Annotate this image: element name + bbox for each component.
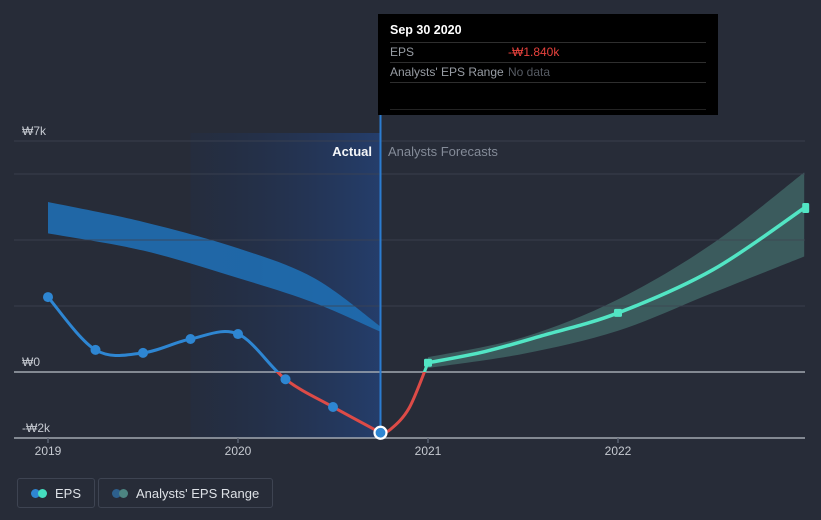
selected-point[interactable] <box>373 425 388 440</box>
forecast-data-point[interactable] <box>614 308 622 317</box>
legend-chip-analyst-range[interactable]: Analysts' EPS Range <box>98 478 274 508</box>
actual-period-label: Actual <box>332 144 372 159</box>
tooltip-date: Sep 30 2020 <box>390 20 706 43</box>
x-axis-label: 2019 <box>34 444 62 458</box>
x-axis-label: 2020 <box>224 444 252 458</box>
tooltip-range-label: Analysts' EPS Range <box>390 65 504 79</box>
x-axis-label: 2021 <box>414 444 442 458</box>
eps-data-point[interactable] <box>90 344 101 355</box>
tooltip-row-range: Analysts' EPS Range No data <box>390 63 706 83</box>
forecast-analyst-range <box>428 172 805 369</box>
y-axis-label: ₩7k <box>22 124 46 138</box>
eps-recovery-teal <box>422 362 430 372</box>
eps-data-point[interactable] <box>280 374 291 385</box>
legend-range-label: Analysts' EPS Range <box>136 485 260 501</box>
eps-data-point[interactable] <box>328 401 338 412</box>
eps-data-point[interactable] <box>185 334 196 344</box>
legend-chip-eps[interactable]: EPS <box>17 478 96 508</box>
eps-data-point[interactable] <box>233 329 243 340</box>
eps-recovery-red <box>380 372 427 435</box>
forecast-data-point[interactable] <box>424 358 432 367</box>
forecasts-period-label: Analysts Forecasts <box>388 144 498 159</box>
historical-analyst-range <box>48 202 381 332</box>
forecast-end-cap <box>802 202 810 213</box>
y-axis-label: ₩0 <box>22 355 40 369</box>
eps-forecast-line <box>427 206 806 365</box>
legend-eps-label: EPS <box>55 485 82 501</box>
legend: EPS Analysts' EPS Range <box>17 478 274 508</box>
tooltip-range-value: No data <box>508 65 551 79</box>
tooltip-row-eps: EPS -₩1.840k <box>390 43 706 63</box>
tooltip-eps-value: -₩1.840k <box>508 45 560 59</box>
eps-legend-icon <box>31 488 47 498</box>
eps-data-point[interactable] <box>43 292 53 303</box>
tooltip-eps-label: EPS <box>390 45 415 59</box>
y-axis-label: -₩2k <box>22 421 50 435</box>
eps-line-negative <box>275 372 382 435</box>
x-axis-label: 2022 <box>604 444 632 458</box>
analyst-range-legend-icon <box>112 488 129 498</box>
tooltip: Sep 30 2020 EPS -₩1.840k Analysts' EPS R… <box>378 14 718 115</box>
eps-data-point[interactable] <box>138 347 148 358</box>
tooltip-footer-space <box>390 83 706 110</box>
